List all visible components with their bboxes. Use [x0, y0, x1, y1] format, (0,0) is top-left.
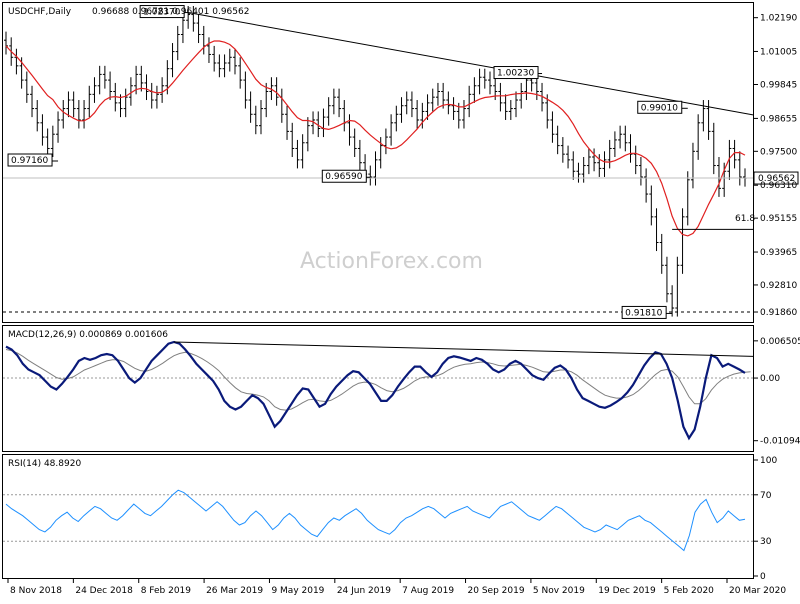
price-y-tick-label: 0.97500 — [760, 147, 797, 157]
price-y-tick-label: 0.98655 — [760, 114, 797, 124]
price-y-tick-label: 0.92810 — [760, 281, 797, 291]
rsi-y-tick-label: 70 — [760, 491, 772, 501]
macd-trendline — [174, 342, 753, 356]
price-y-tick-label: 0.99845 — [760, 80, 797, 90]
macd-y-tick-label: 0.006505 — [760, 337, 800, 347]
annotation-label: 0.91810 — [625, 308, 662, 318]
macd-panel: 0.006505 0.00 -0.010948 MACD(12,26,9) 0.00… — [3, 326, 800, 452]
annotation-label: 1.00230 — [497, 69, 534, 79]
x-tick-label: 5 Feb 2020 — [664, 586, 715, 596]
macd-y-tick-label: 0.00 — [760, 374, 780, 384]
x-tick-label: 9 May 2019 — [271, 586, 324, 596]
price-ohlc: 0.96688 0.96781 0.96401 0.96562 — [92, 7, 249, 17]
price-panel: ActionForex.com 0.9656261.81.023700.9716… — [3, 3, 799, 323]
price-y-tick-label: 0.96310 — [760, 181, 797, 191]
annotation-label: 0.99010 — [641, 103, 678, 113]
watermark: ActionForex.com — [300, 249, 483, 274]
trendline — [188, 13, 753, 115]
macd-title: MACD(12,26,9) 0.000869 0.001606 — [8, 330, 168, 340]
rsi-y-tick-label: 30 — [760, 537, 772, 547]
price-title: USDCHF,Daily — [8, 7, 72, 17]
x-axis: 8 Nov 2018 24 Dec 2018 8 Feb 2019 26 Mar 20… — [8, 579, 786, 596]
price-y-tick-label: 0.91860 — [760, 308, 797, 318]
macd-line — [6, 342, 745, 438]
x-tick-label: 24 Dec 2018 — [75, 586, 133, 596]
x-tick-label: 7 Aug 2019 — [402, 586, 454, 596]
macd-y-tick-label: -0.010948 — [760, 437, 800, 447]
x-tick-label: 5 Nov 2019 — [533, 586, 585, 596]
fib-label: 61.8 — [735, 214, 755, 224]
x-tick-label: 8 Nov 2018 — [10, 586, 62, 596]
price-y-tick-label: 0.93965 — [760, 248, 797, 258]
price-y-tick-label: 1.02190 — [760, 14, 797, 24]
rsi-y-tick-label: 100 — [760, 456, 777, 466]
moving-average-line — [6, 41, 745, 236]
x-tick-label: 19 Dec 2019 — [598, 586, 656, 596]
x-tick-label: 8 Feb 2019 — [141, 586, 192, 596]
annotation-label: 0.96590 — [325, 172, 362, 182]
price-y-tick-label: 0.95155 — [760, 214, 797, 224]
x-tick-label: 26 Mar 2019 — [206, 586, 263, 596]
rsi-panel: 100 70 30 0 RSI(14) 48.8920 — [3, 455, 778, 583]
rsi-y-tick-label: 0 — [760, 572, 766, 582]
price-y-tick-label: 1.01005 — [760, 47, 797, 57]
rsi-title: RSI(14) 48.8920 — [8, 459, 81, 469]
x-tick-label: 20 Sep 2019 — [468, 586, 525, 596]
annotation-label: 0.97160 — [11, 156, 48, 166]
x-tick-label: 20 Mar 2020 — [729, 586, 786, 596]
macd-signal-line — [6, 350, 751, 411]
x-tick-label: 24 Jun 2019 — [337, 586, 391, 596]
